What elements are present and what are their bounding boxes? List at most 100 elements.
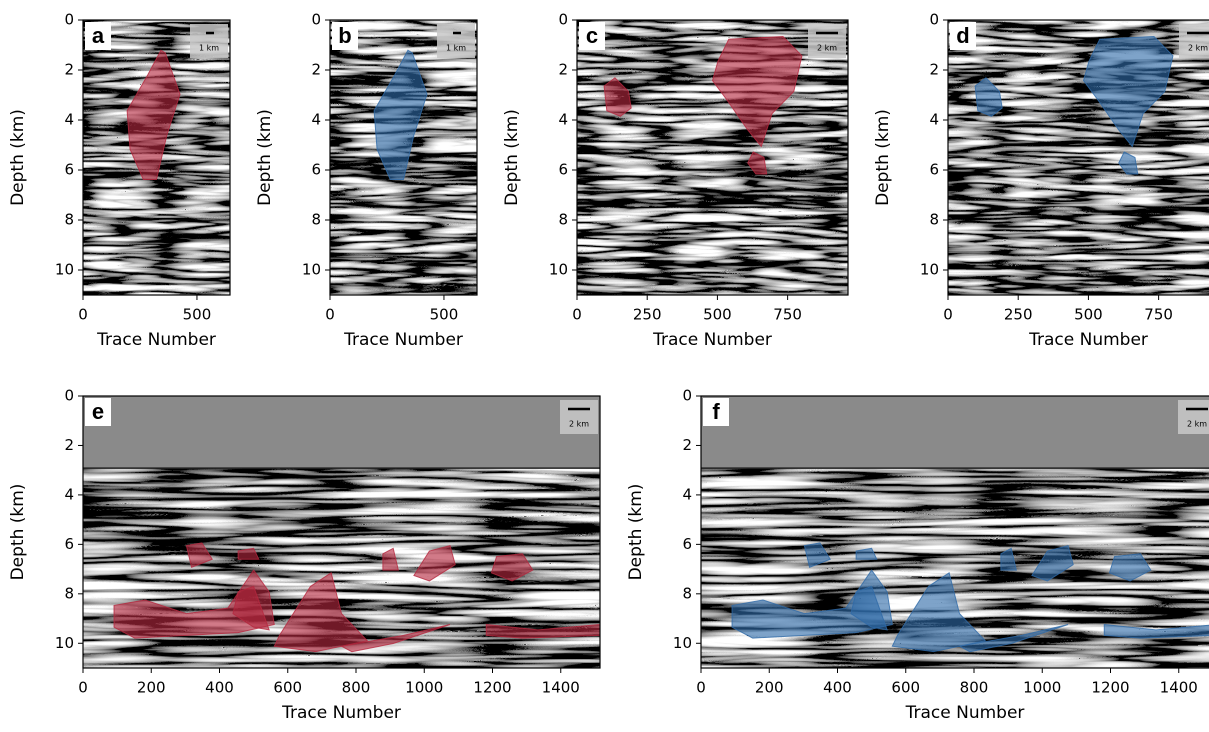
x-tick-label: 500 [183,306,212,324]
seismic-image [330,20,477,295]
plot-frame [576,19,849,296]
x-tick-label: 500 [1074,306,1103,324]
x-tick-label: 1200 [1091,679,1129,697]
x-axis-label: Trace Number [652,330,772,350]
panel-label-box [332,22,358,50]
y-tick-label: 2 [64,61,74,79]
scale-bar-label: 1 km [199,44,219,53]
scale-bar-box [1179,24,1209,58]
scale-bar-label: 2 km [817,44,837,53]
x-tick-label: 250 [633,306,662,324]
x-axis-label: Trace Number [905,703,1025,723]
y-tick-label: 4 [311,111,321,129]
y-tick-label: 2 [929,61,939,79]
y-axis-label: Depth (km) [8,484,28,581]
x-tick-label: 250 [1004,306,1033,324]
scale-bar-box [437,24,475,58]
seismic-image [83,20,230,295]
scale-bar-box [560,400,598,434]
x-tick-label: 200 [137,679,166,697]
x-tick-label: 1400 [542,679,580,697]
x-axis-label: Trace Number [96,330,216,350]
x-tick-label: 0 [78,679,88,697]
y-tick-label: 8 [682,584,692,602]
x-tick-label: 0 [696,679,706,697]
x-tick-label: 200 [755,679,784,697]
x-tick-label: 600 [891,679,920,697]
salt-mask [373,49,428,180]
salt-mask [850,585,888,631]
panel-label: c [586,23,598,48]
x-tick-label: 0 [943,306,953,324]
y-tick-label: 6 [64,161,74,179]
y-tick-label: 0 [929,11,939,29]
panel: 0 200 400 600 800 1000 1200 1400 0 2 4 6 8 10 Trace Nu… [8,387,601,723]
y-tick-label: 8 [64,211,74,229]
y-tick-label: 6 [929,161,939,179]
x-tick-label: 1200 [473,679,511,697]
panel: 0 500 0 2 4 6 8 10 Trace Number Depth (km) b 1 km [255,11,478,350]
y-tick-label: 2 [682,436,692,454]
y-tick-label: 10 [55,261,74,279]
y-tick-label: 6 [311,161,321,179]
y-axis-label: Depth (km) [8,109,28,206]
y-tick-label: 0 [682,387,692,405]
salt-mask [974,77,1003,117]
salt-mask [413,544,456,582]
y-tick-label: 6 [64,535,74,553]
x-axis-label: Trace Number [1028,330,1148,350]
salt-mask [1082,35,1174,148]
scale-bar-label: 2 km [1187,420,1207,429]
y-tick-label: 10 [673,634,692,652]
scale-bar-box [190,24,228,58]
seismic-image [948,20,1209,295]
panel-label-box [950,22,976,50]
panel-label-box [579,22,605,50]
panel-label-box [85,22,111,50]
panel: 0 200 400 600 800 1000 1200 1400 0 2 4 6 8 10 Trace Nu… [626,387,1209,723]
y-tick-label: 10 [55,634,74,652]
panel-label-box [85,398,111,426]
salt-mask [891,571,987,653]
y-tick-label: 4 [64,111,74,129]
salt-mask [1118,151,1139,175]
panel-label: d [956,23,969,48]
salt-mask [382,547,400,571]
seismic-image [577,20,848,295]
x-tick-label: 500 [703,306,732,324]
seismic-image [83,396,600,668]
salt-mask [126,49,181,180]
salt-mask [237,547,260,560]
x-tick-label: 600 [273,679,302,697]
y-tick-label: 4 [558,111,568,129]
x-tick-label: 750 [1144,306,1173,324]
panel: 0 500 0 2 4 6 8 10 Trace Number Depth (km) a 1 km [8,11,231,350]
salt-mask [485,623,600,639]
x-tick-label: 1000 [1023,679,1061,697]
salt-mask [490,553,534,582]
y-tick-label: 8 [311,211,321,229]
x-tick-label: 400 [205,679,234,697]
x-tick-label: 800 [342,679,371,697]
y-axis-label: Depth (km) [626,484,646,581]
x-tick-label: 0 [78,306,88,324]
y-tick-label: 6 [682,535,692,553]
salt-mask [1103,623,1209,639]
y-tick-label: 4 [682,485,692,503]
y-tick-label: 8 [929,211,939,229]
plot-frame [82,19,231,296]
y-tick-label: 2 [311,61,321,79]
salt-mask [747,151,768,175]
panel-label: e [92,399,104,424]
water-layer [83,396,600,469]
plot-frame [82,395,601,669]
salt-mask [185,542,213,569]
x-tick-label: 750 [773,306,802,324]
salt-mask [855,547,878,560]
panel-label: f [712,399,720,424]
salt-mask [232,585,270,631]
salt-mask [1000,547,1018,571]
y-tick-label: 8 [64,584,74,602]
salt-mask [339,623,451,653]
x-tick-label: 0 [325,306,335,324]
